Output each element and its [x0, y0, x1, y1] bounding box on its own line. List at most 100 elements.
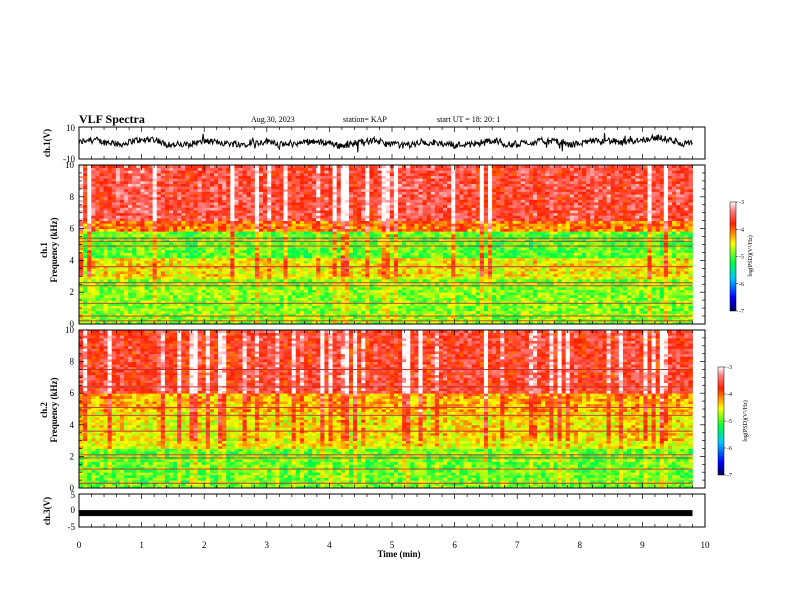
- spectrogram-cell: [128, 249, 133, 253]
- spectrogram-cell: [663, 289, 669, 293]
- spectrogram-cell: [205, 260, 211, 264]
- spectrogram-cell: [152, 260, 158, 264]
- spectrogram-cell: [213, 313, 219, 317]
- spectrogram-cell: [680, 294, 685, 298]
- spectrogram-cell: [209, 294, 215, 298]
- spectrogram-cell: [144, 321, 149, 325]
- spectrogram-cell: [140, 318, 145, 322]
- spectrogram-cell: [95, 308, 100, 312]
- spectrogram-cell: [659, 278, 665, 282]
- spectrogram-cell: [156, 271, 162, 275]
- spectrogram-cell: [83, 257, 88, 261]
- spectrogram-cell: [373, 286, 378, 290]
- spectrogram-cell: [87, 281, 92, 285]
- spectrogram-cell: [393, 252, 399, 256]
- spectrogram-cell: [173, 318, 178, 322]
- spectrogram-cell: [316, 247, 321, 251]
- spectrogram-cell: [398, 300, 403, 304]
- spectrogram-cell: [115, 247, 121, 251]
- spectrogram-cell: [332, 316, 338, 320]
- spectrogram-cell: [91, 316, 96, 320]
- spectrogram-cell: [353, 263, 358, 267]
- spectrogram-cell: [385, 252, 391, 256]
- spectrogram-cell: [299, 271, 305, 275]
- spectrogram-cell: [688, 249, 693, 253]
- spectrogram-cell: [357, 318, 362, 322]
- spectrogram-cell: [537, 278, 542, 282]
- spectrogram-cell: [373, 313, 378, 317]
- spectrogram-cell: [283, 239, 288, 243]
- spectrogram-cell: [553, 249, 558, 253]
- spectrogram-cell: [91, 308, 96, 312]
- spectrogram-cell: [459, 292, 464, 296]
- spectrogram-cell: [643, 263, 648, 267]
- spectrogram-cell: [565, 241, 571, 245]
- spectrogram-cell: [451, 271, 456, 275]
- spectrogram-cell: [438, 249, 444, 253]
- spectrogram-cell: [537, 249, 542, 253]
- spectrogram-cell: [516, 247, 522, 251]
- spectrogram-cell: [119, 300, 125, 304]
- spectrogram-cell: [287, 278, 293, 282]
- spectrogram-cell: [238, 273, 243, 277]
- spectrogram-cell: [168, 241, 174, 245]
- spectrogram-cell: [385, 241, 391, 245]
- spectrogram-cell: [173, 268, 178, 272]
- spectrogram-cell: [258, 257, 264, 261]
- spectrogram-cell: [328, 281, 333, 285]
- spectrogram-cell: [520, 255, 526, 259]
- spectrogram-cell: [148, 321, 154, 325]
- spectrogram-cell: [99, 265, 104, 269]
- spectrogram-cell: [226, 318, 231, 322]
- spectrogram-cell: [569, 305, 575, 309]
- spectrogram-cell: [459, 300, 464, 304]
- spectrogram-cell: [631, 252, 636, 256]
- spectrogram-cell: [434, 318, 440, 322]
- spectrogram-cell: [336, 276, 342, 280]
- spectrogram-cell: [479, 289, 485, 293]
- spectrogram-cell: [123, 252, 129, 256]
- spectrogram-cell: [389, 273, 395, 277]
- spectrogram-cell: [271, 249, 276, 253]
- spectrogram-cell: [508, 255, 513, 259]
- spectrogram-cell: [541, 247, 546, 251]
- spectrogram-cell: [475, 297, 481, 301]
- spectrogram-cell: [381, 268, 387, 272]
- spectrogram-cell: [602, 305, 607, 309]
- spectrogram-cell: [87, 318, 92, 322]
- spectrogram-cell: [443, 249, 448, 253]
- spectrogram-cell: [520, 252, 526, 256]
- spectrogram-cell: [218, 313, 223, 317]
- spectrogram-cell: [659, 300, 665, 304]
- spectrogram-cell: [402, 294, 407, 298]
- spectrogram-cell: [398, 289, 403, 293]
- spectrogram-cell: [635, 273, 640, 277]
- spectrogram-cell: [218, 273, 223, 277]
- spectrogram-cell: [144, 278, 149, 282]
- spectrogram-cell: [160, 281, 166, 285]
- spectrogram-cell: [508, 292, 513, 296]
- spectrogram-cell: [197, 257, 203, 261]
- spectrogram-cell: [541, 308, 546, 312]
- spectrogram-cell: [410, 310, 415, 314]
- spectrogram-cell: [627, 318, 632, 322]
- spectrogram-cell: [680, 300, 685, 304]
- spectrogram-cell: [132, 294, 137, 298]
- spectrogram-cell: [594, 247, 599, 251]
- spectrogram-cell: [308, 239, 313, 243]
- spectrogram-cell: [471, 273, 477, 277]
- spectrogram-cell: [123, 239, 129, 243]
- spectrogram-cell: [87, 292, 92, 296]
- spectrogram-cell: [651, 308, 657, 312]
- spectrogram-cell: [291, 273, 297, 277]
- spectrogram-cell: [267, 265, 272, 269]
- spectrogram-cell: [205, 281, 211, 285]
- spectrogram-cell: [234, 252, 239, 256]
- spectrogram-cell: [672, 249, 677, 253]
- spectrogram-cell: [471, 310, 477, 314]
- spectrogram-cell: [627, 286, 632, 290]
- spectrogram-cell: [119, 249, 125, 253]
- spectrogram-cell: [218, 241, 223, 245]
- spectrogram-cell: [512, 292, 518, 296]
- spectrogram-cell: [549, 249, 554, 253]
